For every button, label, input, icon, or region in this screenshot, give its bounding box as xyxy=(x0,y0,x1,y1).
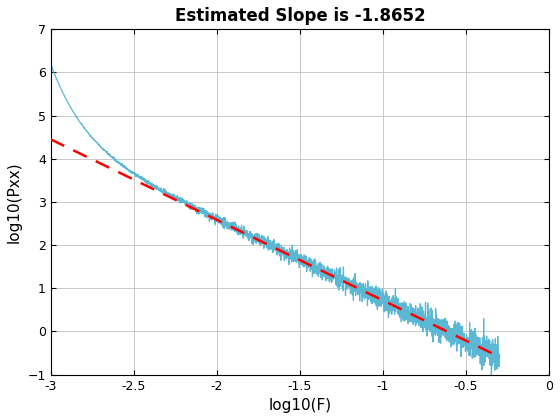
Title: Estimated Slope is -1.8652: Estimated Slope is -1.8652 xyxy=(175,7,425,25)
X-axis label: log10(F): log10(F) xyxy=(268,398,332,413)
Y-axis label: log10(Pxx): log10(Pxx) xyxy=(7,161,22,243)
